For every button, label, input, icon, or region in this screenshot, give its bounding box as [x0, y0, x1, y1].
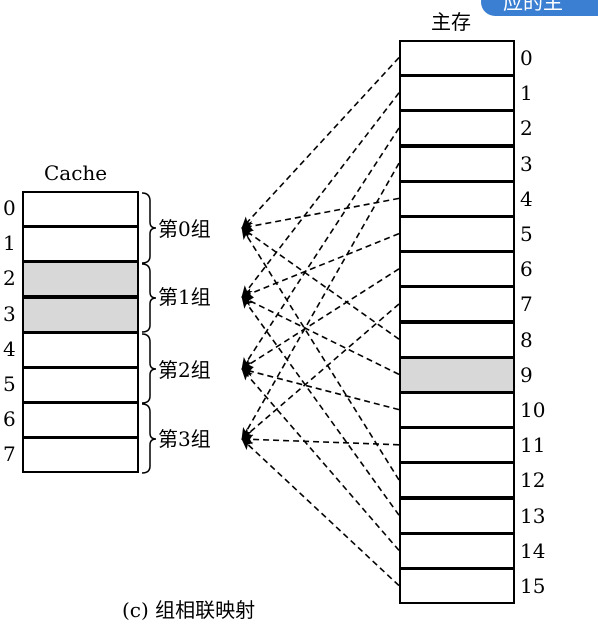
memory-block-row [399, 40, 515, 76]
memory-block-index: 6 [520, 257, 533, 282]
cache-line-index: 1 [3, 231, 16, 256]
memory-block-row [399, 532, 515, 569]
mapping-arrow [241, 268, 400, 370]
cache-line [22, 437, 139, 474]
cache-line [22, 367, 139, 403]
cache-title: Cache [44, 161, 108, 185]
mapping-arrow [241, 127, 400, 370]
memory-block-index: 12 [520, 468, 546, 493]
mapping-arrow [241, 227, 400, 340]
mapping-arrow [241, 434, 400, 446]
memory-block-index: 11 [520, 433, 546, 458]
memory-title: 主存 [431, 10, 471, 34]
memory-block-row [399, 180, 515, 217]
memory-block-row [399, 462, 515, 499]
memory-block-row [399, 251, 515, 288]
group-label-2: 第2组 [158, 358, 211, 382]
memory-block-row [399, 75, 515, 112]
memory-block-row [399, 145, 515, 182]
group-label-1: 第1组 [158, 285, 211, 309]
group-label-0: 第0组 [158, 217, 211, 241]
cache-line [22, 226, 139, 263]
memory-block-row [399, 356, 515, 393]
mapping-arrow [241, 366, 400, 411]
cache-line-index: 7 [3, 442, 16, 467]
memory-block-index: 1 [520, 81, 533, 106]
memory-block-row [399, 321, 515, 358]
memory-block-row [399, 286, 515, 323]
mapping-arrow [241, 296, 400, 376]
memory-block-index: 14 [520, 538, 546, 563]
mapping-arrow [241, 368, 400, 551]
corner-badge: 应的主 [481, 0, 598, 16]
caption: (c) 组相联映射 [122, 598, 256, 622]
memory-block-index: 10 [520, 398, 546, 422]
cache-line [22, 191, 139, 227]
memory-block-row [399, 427, 515, 464]
cache-line-index: 5 [3, 372, 16, 396]
memory-block-index: 2 [520, 116, 533, 141]
cache-line-index: 0 [3, 196, 16, 220]
memory-block-index: 3 [520, 151, 533, 176]
mapping-arrow [241, 92, 400, 298]
mapping-arrow [241, 162, 400, 440]
memory-block-row [399, 392, 515, 428]
mapping-arrow [241, 303, 400, 440]
group-brace-3 [141, 403, 157, 474]
group-brace-0 [141, 192, 157, 264]
mapping-arrow [241, 232, 400, 298]
memory-block-index: 9 [520, 362, 533, 387]
memory-block-index: 7 [520, 292, 533, 317]
cache-line-index: 2 [3, 266, 16, 291]
cache-line [22, 331, 139, 368]
memory-block-row [399, 110, 515, 147]
memory-block-index: 5 [520, 222, 533, 246]
mapping-arrow [241, 197, 400, 231]
memory-block-index: 8 [520, 327, 533, 352]
mapping-arrow [241, 296, 400, 516]
memory-block-index: 4 [520, 186, 533, 211]
cache-line-index: 6 [3, 407, 16, 432]
cache-line [22, 261, 139, 298]
group-brace-2 [141, 333, 157, 404]
memory-block-index: 15 [520, 574, 546, 598]
mapping-arrow [241, 438, 400, 587]
cache-line [22, 402, 139, 439]
memory-block-index: 13 [520, 503, 546, 528]
memory-block-index: 0 [520, 46, 533, 70]
memory-block-row [399, 568, 515, 604]
mapping-arrow [241, 57, 400, 229]
group-label-3: 第3组 [158, 427, 211, 451]
cache-line [22, 296, 139, 333]
cache-line-index: 4 [3, 336, 16, 361]
memory-block-row [399, 497, 515, 534]
cache-line-index: 3 [3, 301, 16, 326]
group-brace-1 [141, 263, 157, 333]
memory-block-row [399, 216, 515, 252]
